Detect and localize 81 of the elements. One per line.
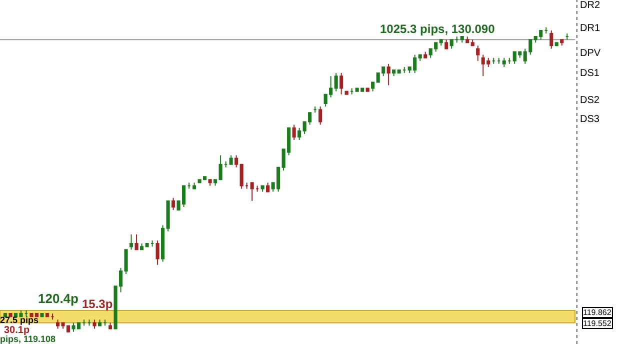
candlestick <box>82 319 86 326</box>
candlestick <box>334 72 338 92</box>
candlestick <box>45 313 50 318</box>
candlestick <box>234 154 238 168</box>
candlestick <box>466 36 470 44</box>
candlestick <box>172 197 176 211</box>
candlestick <box>292 124 296 141</box>
candlestick <box>166 200 170 232</box>
candlestick <box>250 182 254 202</box>
candlestick <box>260 185 264 192</box>
candlestick <box>508 57 512 64</box>
candlestick <box>550 30 554 50</box>
candlestick <box>40 313 44 318</box>
candlestick <box>392 70 396 77</box>
text: DS3 <box>580 114 600 125</box>
candlestick <box>129 234 134 250</box>
candlestick <box>266 182 270 192</box>
candlestick <box>371 82 375 92</box>
text: DS2 <box>580 95 600 106</box>
candlestick <box>476 45 480 62</box>
candlestick <box>344 90 348 95</box>
candlestick <box>134 234 138 250</box>
candlestick <box>386 63 390 86</box>
candlestick <box>313 106 317 114</box>
candlestick <box>318 106 322 126</box>
candlestick <box>156 240 160 266</box>
candlestick <box>444 39 448 50</box>
candlestick <box>240 164 244 190</box>
candlestick <box>439 39 443 46</box>
candlestick <box>161 224 165 262</box>
candlestick <box>140 243 144 250</box>
candlestick <box>187 182 191 190</box>
candlestick <box>470 39 474 46</box>
candlestick <box>150 240 154 248</box>
candlestick <box>340 72 344 95</box>
candlestick <box>24 310 28 318</box>
candlestick <box>402 66 406 74</box>
text: DR1 <box>580 23 600 34</box>
annotation: 30.1p <box>4 325 30 336</box>
candlestick <box>565 32 569 40</box>
annotation: 27.5 pips <box>0 315 39 325</box>
candlestick <box>229 154 233 165</box>
candlestick <box>502 57 506 68</box>
candlestick <box>497 57 501 64</box>
candlestick <box>492 57 496 64</box>
candlestick <box>103 319 107 326</box>
candlestick <box>218 154 222 180</box>
text: DR2 <box>580 0 600 11</box>
annotation: 120.4p <box>38 291 79 306</box>
candlestick <box>224 160 228 168</box>
text: 119.862 <box>583 308 612 317</box>
candlestick <box>424 51 428 58</box>
candlestick <box>214 179 218 186</box>
candlestick <box>8 313 12 318</box>
candlestick <box>92 319 96 330</box>
candlestick <box>450 39 454 50</box>
candlestick <box>350 88 354 95</box>
candlestick <box>108 322 112 330</box>
text: DS1 <box>580 68 600 79</box>
candlestick <box>145 243 149 248</box>
candlestick <box>397 70 401 74</box>
candlestick <box>554 42 558 46</box>
candlestick <box>256 185 260 192</box>
candlestick <box>98 319 102 326</box>
candlestick <box>460 36 464 44</box>
candlestick <box>298 127 302 141</box>
candlestick <box>560 39 564 46</box>
candlestick <box>366 88 370 92</box>
annotation: 15.3p <box>82 297 113 311</box>
candlestick <box>455 36 459 44</box>
candlestick <box>418 54 422 62</box>
candlestick <box>544 26 548 34</box>
annotation: 1025.3 pips, 130.090 <box>380 22 496 36</box>
text: pips, 119.108 <box>0 334 56 344</box>
candlestick <box>192 182 196 190</box>
text: DPV <box>580 48 601 59</box>
candlestick <box>245 182 249 190</box>
candlestick <box>50 313 54 320</box>
candlestick <box>208 179 212 186</box>
text: 119.552 <box>583 319 612 328</box>
candlestick <box>87 319 92 326</box>
